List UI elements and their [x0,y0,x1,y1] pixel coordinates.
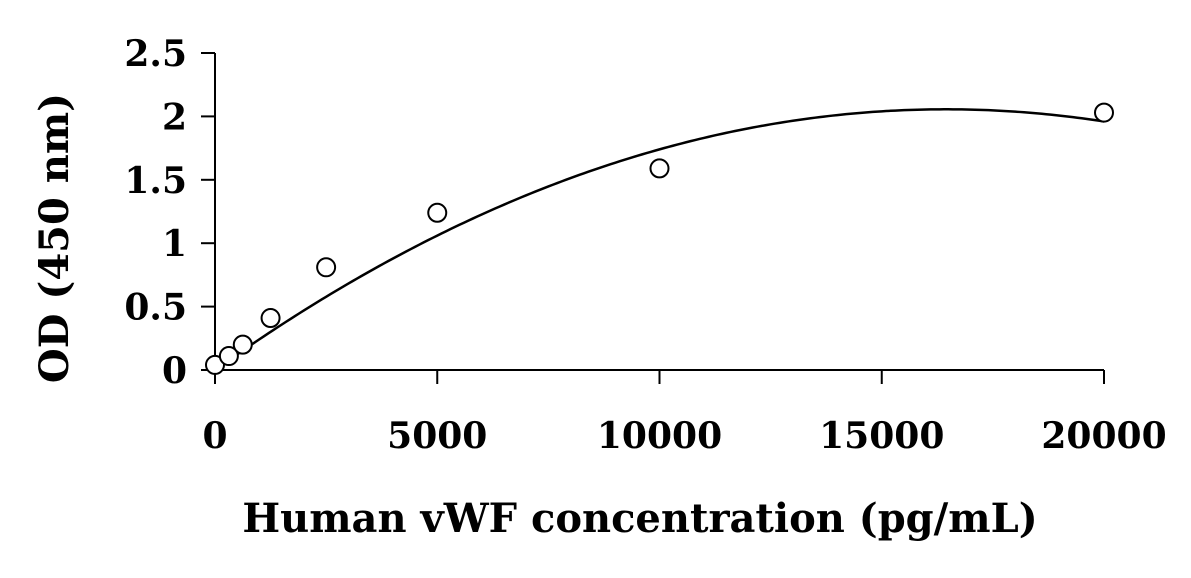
data-point [205,354,225,375]
x-tick-label: 0 [202,415,227,457]
data-point [232,334,253,355]
x-tick-label: 15000 [819,415,944,457]
fit-curve-layer [214,108,1105,372]
data-point [1094,102,1114,123]
data-point [649,158,670,179]
y-tick-label: 2.5 [124,33,187,75]
y-tick-label: 1.5 [124,160,187,202]
data-point [316,257,337,278]
x-tick-label: 20000 [1041,415,1166,457]
fit-curve [214,108,1105,372]
axes [201,52,1105,384]
x-tick-label: 10000 [597,415,722,457]
data-point [218,346,239,367]
y-axis-title: OD (450 nm) [31,93,78,383]
x-tick-label: 5000 [387,415,487,457]
y-tick-label: 0 [162,350,187,392]
x-axis-title: Human vWF concentration (pg/mL) [242,495,1037,542]
y-tick-label: 1 [162,223,187,265]
data-point [427,202,448,223]
tick-labels: 0 0.5 1 1.5 2 2.5 0 5000 10000 15000 20000 [124,33,1166,457]
data-point [260,308,281,329]
data-points [205,102,1114,375]
y-tick-label: 0.5 [124,287,187,329]
y-tick-label: 2 [162,96,187,138]
